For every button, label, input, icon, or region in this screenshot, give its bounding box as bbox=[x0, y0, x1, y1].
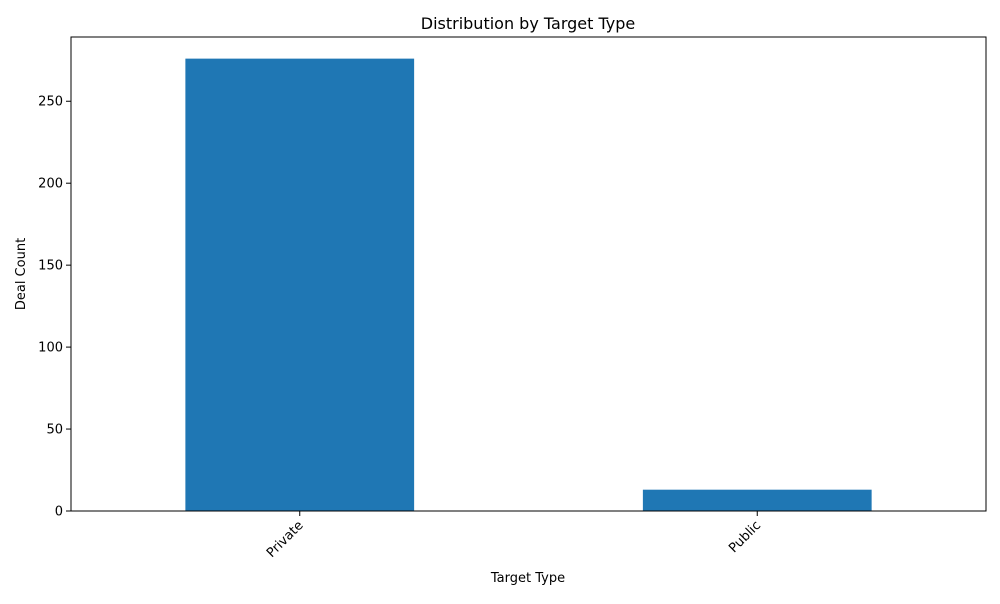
y-axis: 0 50 100 150 200 250 bbox=[38, 95, 71, 520]
bar-private bbox=[185, 58, 415, 511]
y-tick-label-0: 0 bbox=[55, 505, 63, 520]
x-axis-label: Target Type bbox=[490, 571, 565, 586]
bar-public bbox=[642, 489, 872, 511]
chart-title: Distribution by Target Type bbox=[421, 14, 635, 33]
y-tick-label-150: 150 bbox=[38, 259, 63, 274]
y-axis-label: Deal Count bbox=[14, 238, 29, 310]
y-tick-label-250: 250 bbox=[38, 95, 63, 110]
y-tick-label-100: 100 bbox=[38, 341, 63, 356]
y-tick-label-50: 50 bbox=[46, 423, 63, 438]
y-tick-label-200: 200 bbox=[38, 177, 63, 192]
bars-layer bbox=[185, 58, 872, 511]
plot-frame bbox=[70, 36, 987, 512]
